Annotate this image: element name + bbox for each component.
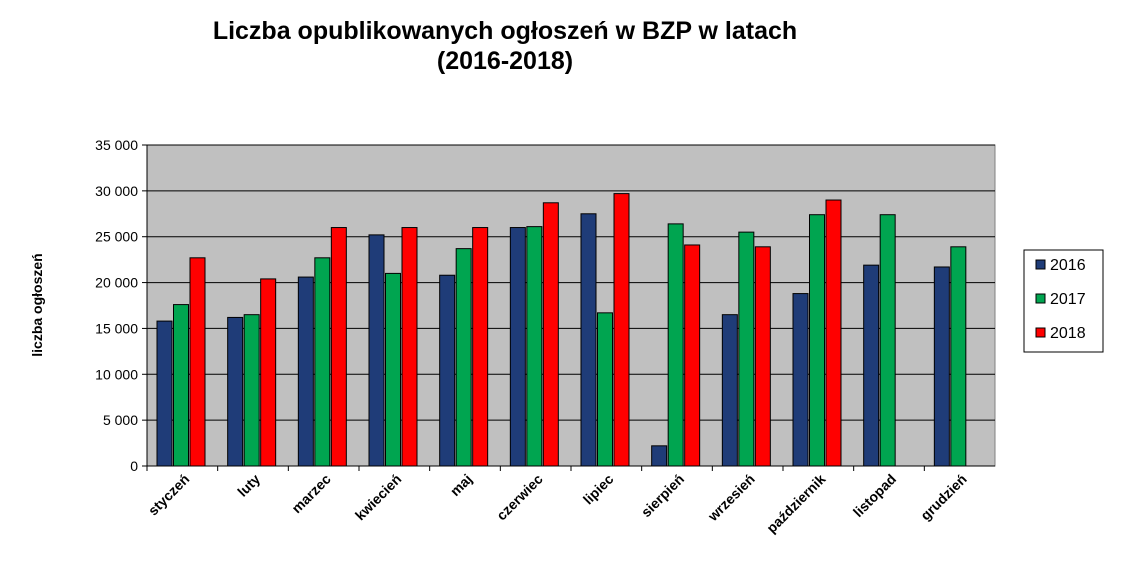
bar-2017-11 bbox=[950, 246, 967, 467]
bar-2017-4 bbox=[455, 248, 472, 467]
x-tick-label: lipiec bbox=[580, 471, 617, 508]
legend-label: 2018 bbox=[1050, 325, 1086, 342]
y-tick-label: 15 000 bbox=[95, 320, 138, 336]
x-tick-label: wrzesień bbox=[704, 471, 758, 525]
bar-2018-3 bbox=[401, 227, 418, 467]
title-line-2: (2016-2018) bbox=[436, 47, 574, 75]
legend-swatch-2018 bbox=[1035, 327, 1046, 338]
plot-area bbox=[146, 144, 996, 467]
chart-title: Liczba opublikowanych ogłoszeń w BZP w l… bbox=[120, 16, 890, 76]
bar-2018-1 bbox=[260, 278, 277, 467]
bar-2016-6 bbox=[580, 213, 597, 467]
x-tick-label: kwiecień bbox=[352, 471, 405, 524]
bar-2016-7 bbox=[651, 445, 668, 467]
x-tick-label: styczeń bbox=[145, 471, 193, 519]
bar-2016-3 bbox=[368, 234, 385, 467]
legend-label: 2016 bbox=[1050, 257, 1086, 274]
bar-2017-2 bbox=[314, 257, 331, 467]
bar-2016-8 bbox=[721, 314, 738, 467]
y-tick-label: 5 000 bbox=[103, 412, 138, 428]
y-tick-label: 30 000 bbox=[95, 183, 138, 199]
y-tick-label: 25 000 bbox=[95, 229, 138, 245]
bar-2017-0 bbox=[173, 304, 189, 467]
bar-2016-9 bbox=[792, 293, 809, 467]
x-tick-label: marzec bbox=[288, 471, 334, 517]
bar-2017-9 bbox=[809, 214, 825, 467]
bar-2016-10 bbox=[863, 264, 880, 467]
x-tick-label: czerwiec bbox=[493, 471, 546, 524]
bar-2018-7 bbox=[684, 244, 701, 467]
x-tick-label: listopad bbox=[850, 471, 899, 520]
bar-2017-3 bbox=[385, 272, 401, 467]
bar-2017-10 bbox=[879, 214, 896, 467]
bar-2016-0 bbox=[156, 320, 173, 467]
y-tick-label: 0 bbox=[130, 458, 138, 474]
x-tick-label: październik bbox=[763, 471, 828, 536]
x-tick-label: maj bbox=[447, 471, 475, 499]
bar-2017-5 bbox=[526, 226, 543, 467]
bar-2016-5 bbox=[509, 227, 526, 467]
bar-2018-4 bbox=[472, 227, 489, 467]
bar-2017-1 bbox=[243, 314, 260, 467]
legend-swatch-2017 bbox=[1035, 293, 1046, 304]
bar-2017-6 bbox=[597, 312, 613, 467]
title-line-1: Liczba opublikowanych ogłoszeń w BZP w l… bbox=[212, 17, 798, 45]
bar-2017-8 bbox=[738, 231, 755, 467]
y-tick-label: 20 000 bbox=[95, 275, 138, 291]
bar-2018-6 bbox=[613, 193, 630, 467]
bar-2018-9 bbox=[825, 199, 842, 467]
bar-2016-2 bbox=[297, 276, 314, 467]
y-axis-label: liczba ogłoszeń bbox=[29, 253, 45, 356]
x-tick-label: grudzień bbox=[917, 471, 970, 524]
legend-label: 2017 bbox=[1050, 291, 1086, 308]
legend-swatch-2016 bbox=[1035, 259, 1046, 270]
bar-2017-7 bbox=[667, 223, 684, 467]
bar-2018-2 bbox=[330, 227, 347, 467]
bar-2018-5 bbox=[542, 202, 559, 467]
bar-2016-1 bbox=[227, 316, 244, 467]
x-tick-label: luty bbox=[234, 471, 263, 500]
bar-2016-11 bbox=[933, 266, 950, 467]
y-tick-label: 35 000 bbox=[95, 137, 138, 153]
bar-2016-4 bbox=[439, 274, 456, 467]
bar-2018-0 bbox=[189, 257, 206, 467]
y-tick-label: 10 000 bbox=[95, 366, 138, 382]
x-tick-label: sierpień bbox=[638, 471, 687, 520]
bar-2018-8 bbox=[754, 246, 771, 467]
